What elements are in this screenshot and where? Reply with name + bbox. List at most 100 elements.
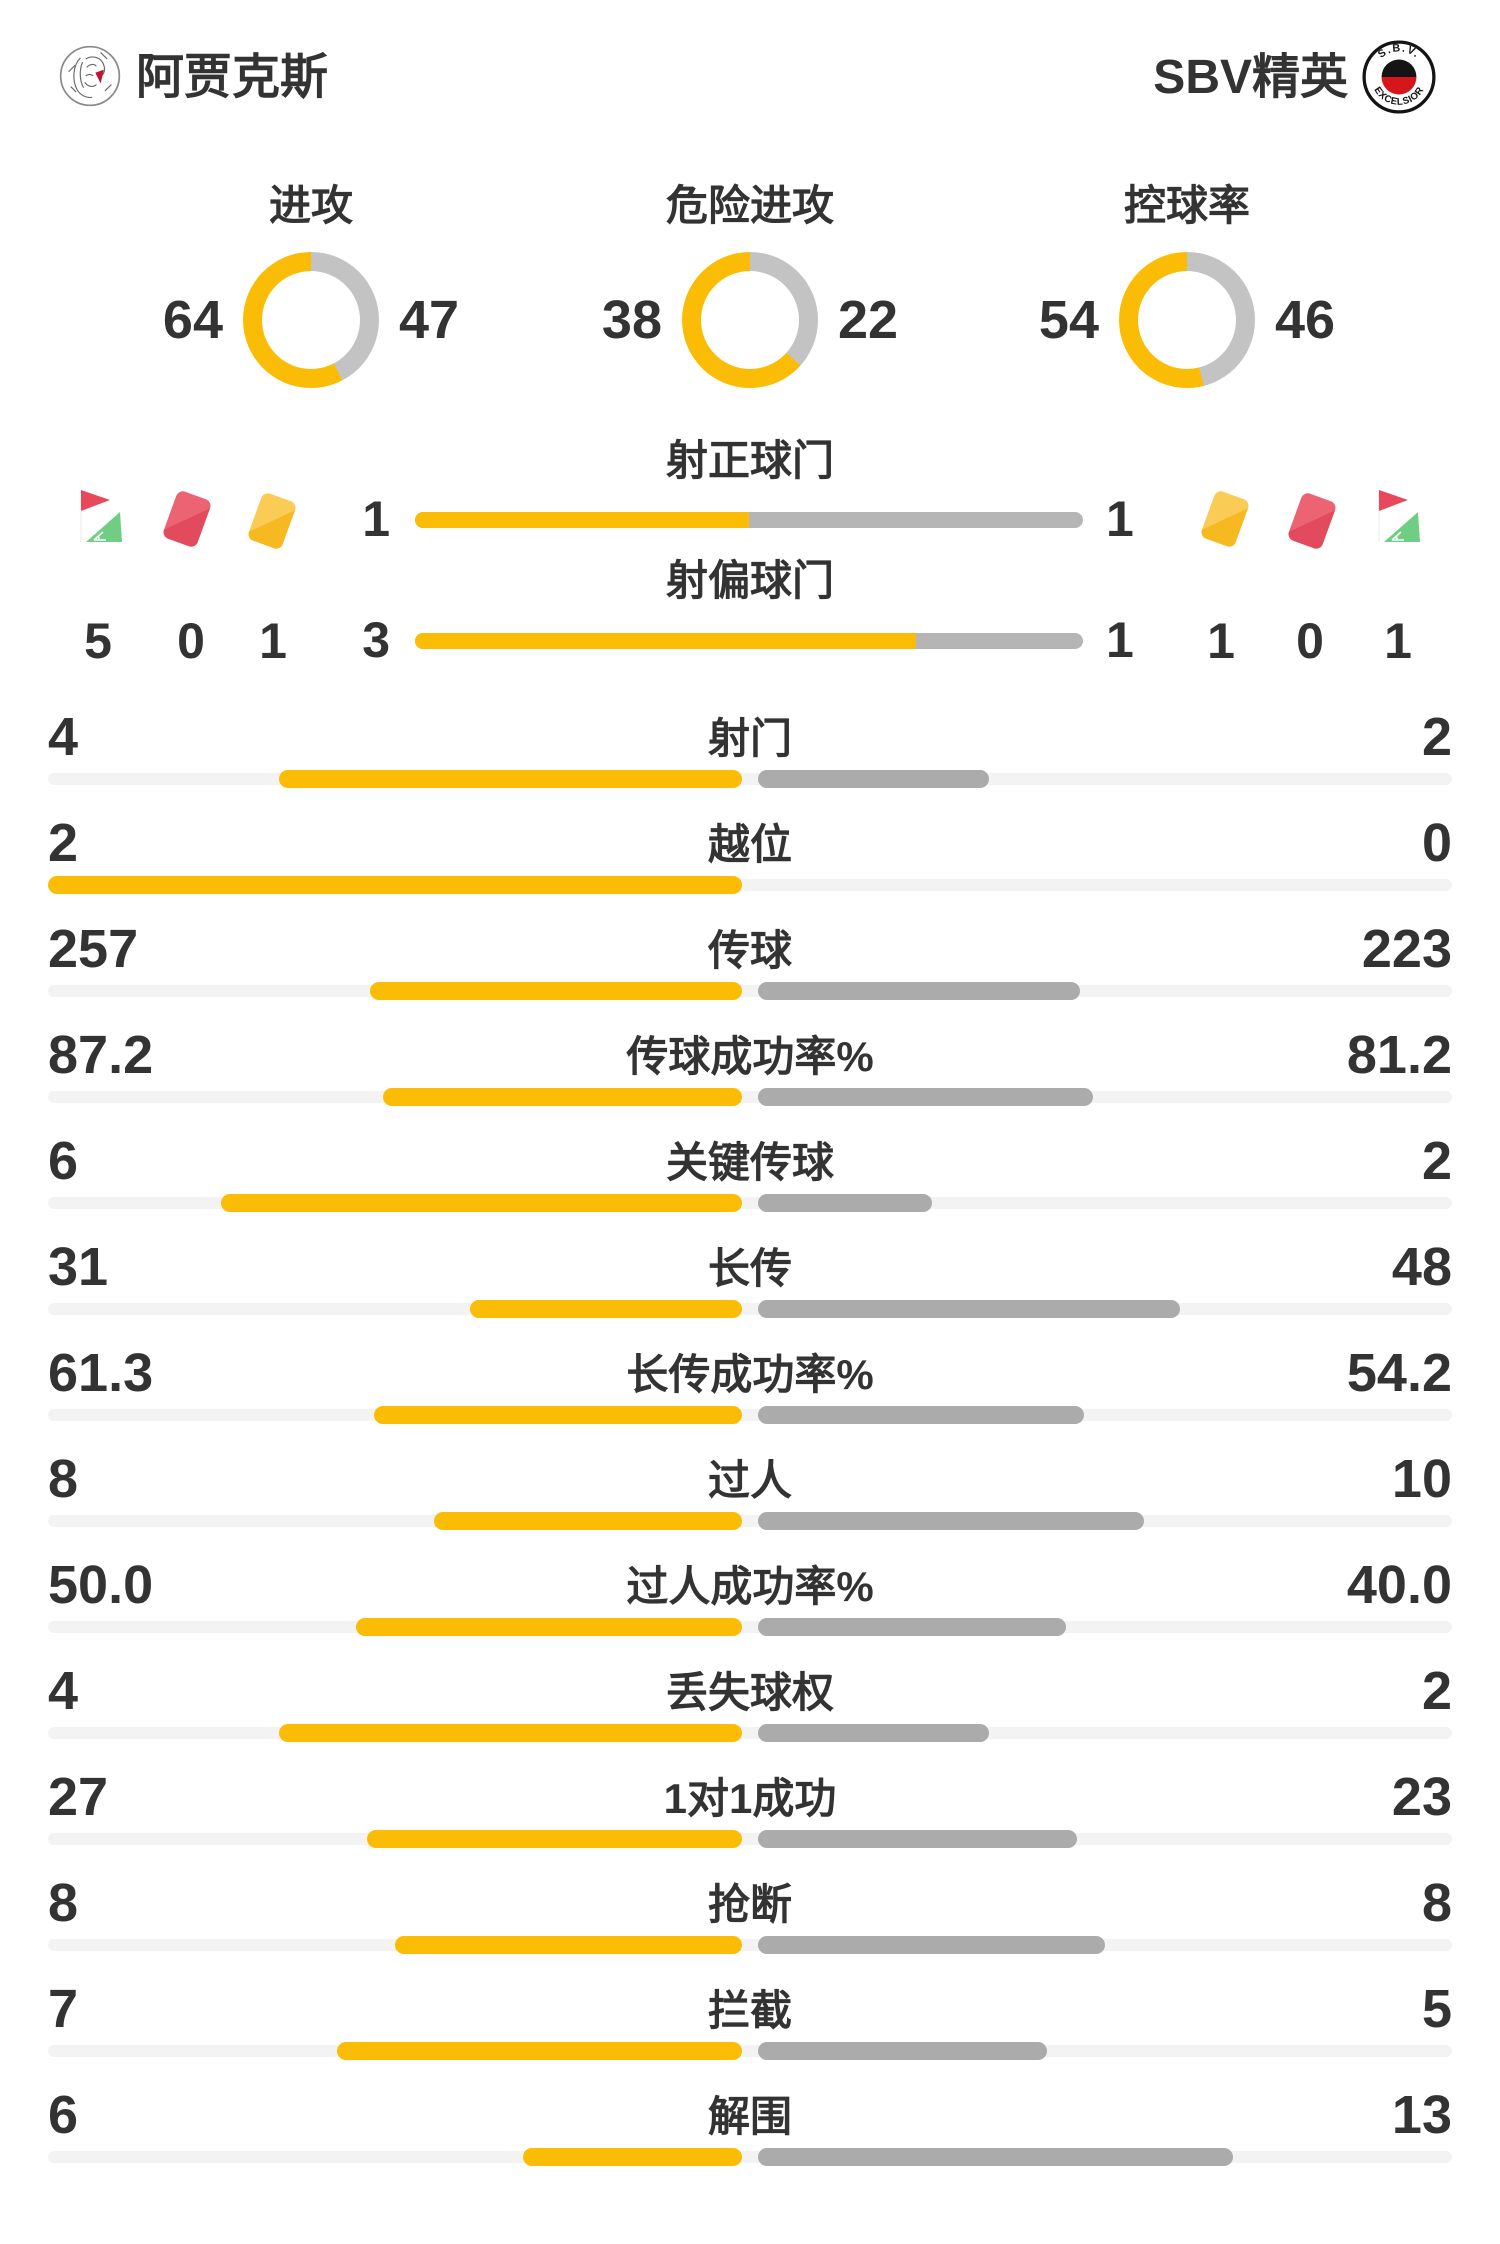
shots-off-bar-home-fill [415, 633, 916, 649]
stat-row: 2 0 越位 [0, 813, 1500, 919]
stat-row: 6 2 关键传球 [0, 1131, 1500, 1237]
stat-bar-track [48, 1621, 1452, 1633]
donut-hole [1138, 271, 1236, 369]
stat-label: 长传 [707, 1245, 792, 1292]
stat-row: 87.2 81.2 传球成功率% [0, 1025, 1500, 1131]
stat-bar-home [470, 1300, 742, 1318]
shots-off-away-value: 1 [1106, 612, 1134, 668]
donut-group-attacks: 进攻 64 47 [81, 183, 541, 403]
shots-on-target-label: 射正球门 [665, 437, 834, 484]
stat-bar-home [523, 2148, 742, 2166]
stat-bar-track [48, 2045, 1452, 2057]
stat-away-value: 2 [1421, 707, 1452, 767]
stat-bar-home [395, 1936, 742, 1954]
stat-bar-home [337, 2042, 742, 2060]
stat-away-value: 13 [1391, 2085, 1452, 2145]
stat-away-value: 40.0 [1346, 1555, 1452, 1615]
stat-label: 1对1成功 [663, 1775, 837, 1822]
svg-text:S.B.V.: S.B.V. [1376, 42, 1423, 61]
stat-bar-track [48, 1727, 1452, 1739]
stat-away-value: 223 [1361, 919, 1452, 979]
donut-away-value: 47 [399, 290, 460, 350]
away-team-name: SBV精英 [1153, 51, 1348, 104]
stat-bar-away [758, 1300, 1180, 1318]
shots-off-target-label: 射偏球门 [665, 557, 834, 604]
donut-label: 危险进攻 [665, 182, 834, 229]
stat-away-value: 10 [1391, 1449, 1452, 1509]
stat-bar-home [383, 1088, 742, 1106]
donut-label: 进攻 [268, 182, 353, 229]
stat-home-value: 6 [48, 2085, 79, 2145]
stat-bar-track [48, 1833, 1452, 1845]
shots-off-bar [415, 633, 1083, 649]
stat-row: 61.3 54.2 长传成功率% [0, 1343, 1500, 1449]
stat-home-value: 6 [48, 1131, 79, 1191]
stat-label: 丢失球权 [665, 1669, 834, 1716]
stat-bar-away [758, 2042, 1047, 2060]
stat-row: 8 10 过人 [0, 1449, 1500, 1555]
stat-bar-home [356, 1618, 742, 1636]
stat-bar-away [758, 1724, 989, 1742]
stat-home-value: 257 [48, 919, 139, 979]
stat-bar-away [758, 1406, 1084, 1424]
stat-bar-home [434, 1512, 742, 1530]
stat-row: 4 2 射门 [0, 707, 1500, 813]
stat-row: 50.0 40.0 过人成功率% [0, 1555, 1500, 1661]
stat-bar-track [48, 1515, 1452, 1527]
donut-group-dangerous-attacks: 危险进攻 38 22 [520, 183, 980, 403]
stat-label: 长传成功率% [626, 1351, 874, 1398]
stat-bar-away [758, 1936, 1105, 1954]
stat-home-value: 27 [48, 1767, 109, 1827]
donut-away-value: 46 [1275, 290, 1336, 350]
stat-label: 传球成功率% [626, 1033, 874, 1080]
stat-home-value: 4 [48, 707, 79, 767]
home-yellow-cards-value: 1 [259, 613, 287, 669]
stat-bar-away [758, 1830, 1077, 1848]
stat-label: 解围 [707, 2093, 792, 2140]
away-corner-flag-icon [1370, 484, 1422, 546]
donut-chart [682, 252, 818, 388]
stat-away-value: 2 [1421, 1131, 1452, 1191]
stat-row: 27 23 1对1成功 [0, 1767, 1500, 1873]
away-corners-value: 1 [1384, 613, 1412, 669]
donut-group-possession: 控球率 54 46 [957, 183, 1417, 403]
stat-bar-track [48, 1939, 1452, 1951]
shots-on-away-value: 1 [1106, 491, 1134, 547]
stat-row: 8 8 抢断 [0, 1873, 1500, 1979]
stat-bar-away [758, 770, 989, 788]
shots-off-target-row: 3 1 [0, 612, 1500, 672]
home-team-name: 阿贾克斯 [136, 51, 329, 104]
stat-bar-away [758, 1194, 932, 1212]
stat-label: 射门 [707, 715, 792, 762]
stat-label: 拦截 [707, 1987, 792, 2034]
stat-home-value: 61.3 [48, 1343, 154, 1403]
donut-home-value: 64 [162, 290, 223, 350]
stat-bar-away [758, 2148, 1233, 2166]
stat-row: 7 5 拦截 [0, 1979, 1500, 2085]
stat-bar-home [279, 1724, 742, 1742]
home-team-logo-icon [58, 44, 122, 108]
shots-on-target-row: 1 1 [0, 491, 1500, 551]
donut-home-value: 38 [601, 290, 662, 350]
stat-label: 越位 [707, 821, 792, 868]
stat-home-value: 87.2 [48, 1025, 154, 1085]
stat-away-value: 8 [1421, 1873, 1452, 1933]
stat-label: 关键传球 [665, 1139, 834, 1186]
donut-hole [262, 271, 360, 369]
away-yellow-cards-value: 1 [1207, 613, 1235, 669]
stat-label: 过人成功率% [626, 1563, 874, 1610]
stat-away-value: 2 [1421, 1661, 1452, 1721]
stat-away-value: 81.2 [1346, 1025, 1452, 1085]
stat-row: 31 48 长传 [0, 1237, 1500, 1343]
shots-off-home-value: 3 [362, 612, 390, 668]
stat-away-value: 48 [1391, 1237, 1452, 1297]
donut-home-value: 54 [1038, 290, 1099, 350]
donut-away-value: 22 [838, 290, 899, 350]
stat-bar-away [758, 1088, 1093, 1106]
stat-away-value: 5 [1421, 1979, 1452, 2039]
away-red-cards-value: 0 [1296, 613, 1324, 669]
stat-home-value: 8 [48, 1873, 79, 1933]
stat-bar-away [758, 1512, 1144, 1530]
stat-away-value: 23 [1391, 1767, 1452, 1827]
